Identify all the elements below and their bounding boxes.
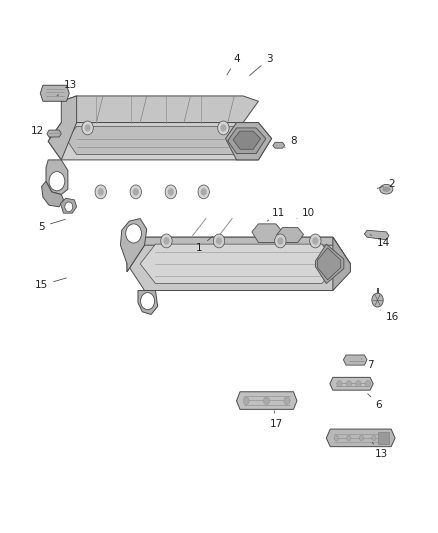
Polygon shape (40, 85, 69, 101)
Polygon shape (315, 244, 344, 284)
Circle shape (277, 237, 283, 245)
Polygon shape (233, 131, 261, 149)
Text: 14: 14 (370, 235, 390, 247)
Polygon shape (330, 377, 373, 390)
Circle shape (356, 381, 361, 387)
Circle shape (372, 293, 383, 307)
Circle shape (163, 237, 170, 245)
Circle shape (264, 397, 269, 405)
Ellipse shape (382, 187, 390, 192)
Circle shape (198, 185, 209, 199)
Polygon shape (364, 230, 389, 240)
Polygon shape (61, 96, 258, 123)
Circle shape (168, 188, 174, 196)
Circle shape (218, 121, 229, 135)
Text: 13: 13 (372, 442, 388, 459)
Polygon shape (120, 219, 147, 272)
Polygon shape (140, 244, 337, 284)
Circle shape (275, 234, 286, 248)
Circle shape (346, 381, 352, 387)
Circle shape (126, 224, 141, 243)
Polygon shape (318, 248, 341, 280)
Polygon shape (273, 142, 285, 148)
Circle shape (98, 188, 104, 196)
Circle shape (371, 435, 376, 441)
Circle shape (130, 185, 141, 199)
Circle shape (359, 435, 364, 441)
Circle shape (334, 435, 339, 441)
Polygon shape (252, 224, 283, 243)
Circle shape (243, 397, 249, 405)
Circle shape (95, 185, 106, 199)
Polygon shape (277, 228, 304, 243)
Circle shape (65, 202, 73, 212)
Polygon shape (60, 198, 77, 213)
Polygon shape (226, 123, 272, 160)
Circle shape (384, 435, 389, 441)
Text: 6: 6 (367, 394, 382, 410)
Circle shape (312, 237, 318, 245)
Circle shape (347, 435, 351, 441)
Circle shape (49, 172, 65, 191)
Polygon shape (326, 429, 395, 447)
Text: 3: 3 (250, 54, 273, 76)
Text: 11: 11 (267, 208, 285, 221)
Polygon shape (127, 237, 350, 290)
Polygon shape (42, 181, 64, 207)
Polygon shape (237, 392, 297, 409)
Circle shape (141, 293, 155, 310)
Polygon shape (48, 123, 272, 160)
Polygon shape (48, 96, 77, 160)
Circle shape (165, 185, 177, 199)
Polygon shape (47, 130, 61, 137)
Text: 12: 12 (31, 126, 50, 138)
Circle shape (213, 234, 225, 248)
Circle shape (82, 121, 93, 135)
Circle shape (133, 188, 139, 196)
Circle shape (365, 381, 371, 387)
Polygon shape (127, 237, 350, 272)
Text: 8: 8 (285, 136, 297, 148)
Text: 7: 7 (361, 359, 374, 370)
Circle shape (201, 188, 207, 196)
Circle shape (220, 124, 226, 132)
Polygon shape (46, 160, 68, 195)
Text: 16: 16 (380, 310, 399, 322)
Text: 17: 17 (269, 410, 283, 429)
Circle shape (161, 234, 172, 248)
Text: 1: 1 (196, 236, 212, 253)
Ellipse shape (380, 184, 393, 194)
Circle shape (284, 397, 290, 405)
Polygon shape (333, 237, 350, 290)
Circle shape (216, 237, 222, 245)
Bar (378, 432, 389, 444)
Circle shape (337, 381, 342, 387)
Polygon shape (228, 128, 266, 154)
Circle shape (85, 124, 91, 132)
Text: 2: 2 (377, 179, 396, 189)
Text: 15: 15 (35, 278, 67, 290)
Text: 13: 13 (57, 80, 77, 96)
Polygon shape (343, 355, 367, 365)
Text: 5: 5 (38, 220, 65, 231)
Text: 4: 4 (227, 54, 240, 75)
Circle shape (310, 234, 321, 248)
Polygon shape (138, 290, 158, 314)
Text: 10: 10 (297, 208, 315, 219)
Polygon shape (67, 126, 247, 155)
